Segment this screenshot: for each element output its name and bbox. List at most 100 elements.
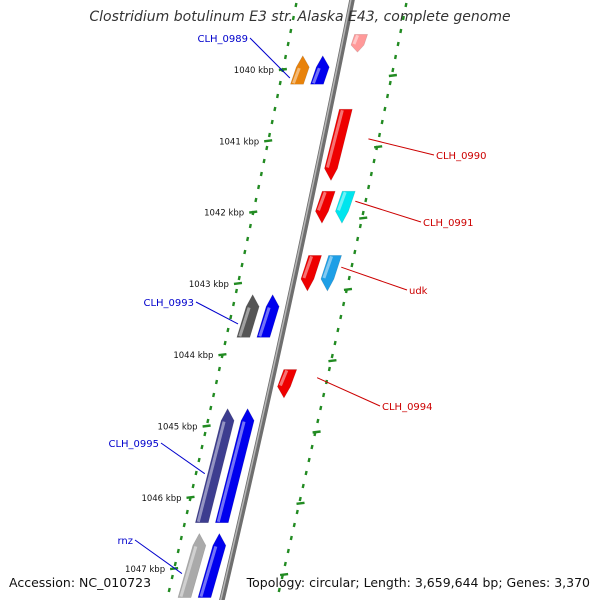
guide-dot — [380, 119, 384, 125]
label-leader-line — [160, 442, 206, 475]
accession-text: Accession: NC_010723 — [9, 575, 152, 590]
guide-dot — [298, 496, 302, 502]
gene-label[interactable]: CLH_0993 — [143, 298, 194, 309]
gene-arrow-shine — [322, 255, 334, 279]
gene-arrow-shine — [302, 255, 314, 279]
label-leader-line — [316, 377, 381, 407]
gene-arrow[interactable] — [335, 190, 356, 224]
guide-dot — [262, 158, 266, 164]
gene-arrow-shine — [337, 191, 347, 211]
gene-arrow[interactable] — [350, 34, 369, 53]
guide-dot — [391, 67, 395, 73]
gene-arrow-shine — [326, 109, 344, 168]
guide-dot — [310, 444, 314, 450]
backbone — [218, 0, 355, 604]
guide-dot — [327, 366, 332, 372]
tick-mark — [279, 572, 289, 577]
gene-arrow[interactable] — [310, 55, 330, 85]
gene-arrow[interactable] — [236, 293, 260, 338]
guide-dot — [237, 275, 241, 281]
label-leader-line — [249, 37, 291, 79]
gene-arrow[interactable] — [197, 532, 227, 598]
gene-arrow-shine — [352, 34, 359, 45]
tick-mark — [278, 67, 288, 72]
gene-label[interactable]: CLH_0994 — [382, 402, 433, 413]
guide-dot — [265, 145, 269, 151]
gene-arrow[interactable] — [315, 190, 336, 224]
gene-arrow-shine — [317, 191, 327, 211]
guide-dot — [294, 2, 298, 8]
gene-label[interactable]: CLH_0990 — [436, 151, 487, 162]
guide-dot — [292, 522, 296, 528]
tick-label: 1040 kbp — [234, 66, 274, 76]
guide-dot — [278, 80, 282, 86]
gene-arrow[interactable] — [320, 255, 343, 292]
topology-text: Topology: circular; Length: 3,659,644 bp… — [246, 575, 590, 590]
guide-dot — [289, 535, 293, 541]
guide-dot — [167, 587, 171, 593]
gene-label[interactable]: CLH_0989 — [197, 34, 248, 45]
gene-arrow[interactable] — [177, 532, 207, 598]
guide-dot — [246, 236, 250, 242]
label-leader-line — [341, 266, 408, 291]
gene-arrow[interactable] — [290, 55, 310, 85]
guide-dot — [350, 262, 354, 268]
guide-dot — [369, 171, 373, 177]
guide-dot — [385, 93, 390, 99]
gene-arrow[interactable] — [300, 255, 323, 292]
gene-arrow[interactable] — [194, 408, 235, 524]
guide-dot — [234, 288, 239, 294]
tick-label: 1042 kbp — [204, 209, 244, 219]
gene-arrow-shine — [292, 67, 301, 84]
guide-dot — [377, 132, 382, 138]
guide-dot — [267, 132, 272, 138]
tick-mark — [374, 145, 383, 149]
guide-dot — [347, 275, 351, 281]
guide-dot — [277, 587, 281, 593]
tick-label: 1043 kbp — [189, 280, 229, 290]
guide-dot — [361, 210, 365, 216]
gene-label[interactable]: rnz — [117, 536, 133, 547]
gene-label[interactable]: udk — [409, 286, 428, 297]
label-leader-line — [195, 301, 239, 325]
guide-dot — [194, 470, 198, 476]
guide-dot — [356, 236, 360, 242]
guide-dot — [248, 223, 252, 229]
label-leader-line — [368, 138, 435, 156]
guide-dot — [283, 54, 288, 60]
tick-mark — [186, 495, 195, 499]
gene-arrow[interactable] — [256, 293, 280, 338]
guide-dot — [388, 80, 392, 86]
guide-dot — [243, 249, 247, 255]
tick-label: 1046 kbp — [141, 494, 181, 504]
guide-dot — [179, 535, 183, 541]
gene-arrow-shine — [196, 421, 226, 523]
tick-mark — [264, 139, 273, 143]
tick-mark — [233, 281, 243, 286]
guide-dot — [295, 509, 299, 515]
guide-dot — [275, 93, 280, 99]
backbone-highlight — [219, 0, 352, 604]
guide-dot — [383, 106, 387, 112]
guide-dot — [283, 561, 287, 567]
guide-dot — [223, 340, 227, 346]
gene-arrow-shine — [179, 546, 198, 598]
gene-label[interactable]: CLH_0991 — [423, 218, 474, 229]
tick-mark — [296, 501, 305, 505]
guide-dot — [342, 301, 346, 307]
guide-dot — [319, 405, 323, 411]
guide-dot — [254, 197, 258, 203]
guide-dot — [301, 483, 305, 489]
guide-dot — [339, 314, 343, 320]
gene-arrow[interactable] — [324, 108, 353, 182]
guide-dot — [206, 418, 210, 424]
gene-label[interactable]: CLH_0995 — [108, 439, 159, 450]
gene-arrow[interactable] — [214, 408, 255, 524]
guide-dot — [203, 431, 207, 437]
tick-mark — [388, 73, 398, 78]
tick-mark — [218, 353, 227, 357]
gene-features — [177, 34, 369, 598]
gene-arrow[interactable] — [277, 369, 298, 399]
guide-dot — [364, 197, 368, 203]
